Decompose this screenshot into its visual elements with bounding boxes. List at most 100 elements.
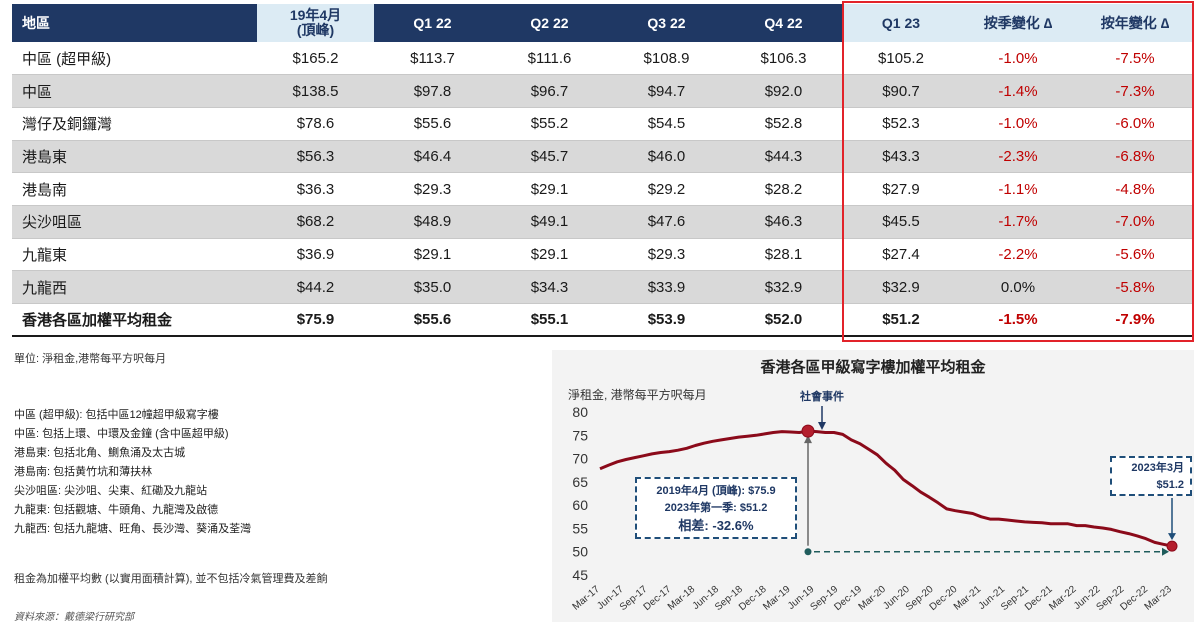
cell-yoy: -6.8% xyxy=(1076,140,1194,174)
series-line xyxy=(599,429,1173,548)
cell-qoq: -1.0% xyxy=(960,42,1076,76)
table-row: 中區 $138.5 $97.8 $96.7 $94.7 $92.0 $90.7 -1.4% -7… xyxy=(12,74,1194,108)
header-qoq: 按季變化 ∆ xyxy=(960,4,1076,42)
cell-qoq: -1.0% xyxy=(960,107,1076,141)
cell-q2-22: $55.2 xyxy=(491,107,608,141)
cell-peak: $138.5 xyxy=(257,74,374,108)
cell-q4-22: $32.9 xyxy=(725,270,842,304)
y-tick-label: 65 xyxy=(572,474,588,490)
cell-q3-22: $46.0 xyxy=(608,140,725,174)
cell-q3-22: $108.9 xyxy=(608,42,725,76)
cell-yoy: -4.8% xyxy=(1076,172,1194,206)
definition-desc: : 包括觀塘、牛頭角、九龍灣及啟德 xyxy=(47,504,219,516)
cell-yoy: -6.0% xyxy=(1076,107,1194,141)
cell-region: 灣仔及銅鑼灣 xyxy=(12,107,257,141)
cell-q1-22: $29.3 xyxy=(374,172,491,206)
definition-term: 港島南 xyxy=(14,466,47,478)
y-tick-label: 80 xyxy=(572,404,588,420)
cell-q1-23: $45.5 xyxy=(842,205,960,239)
definition-row: 九龍西: 包括九龍塘、旺角、長沙灣、葵涌及荃灣 xyxy=(14,520,251,539)
peak-annotation-line2: 2023年第一季: $51.2 xyxy=(664,502,768,514)
latest-annotation-line1: 2023年3月 xyxy=(1131,462,1184,474)
cell-qoq: -1.7% xyxy=(960,205,1076,239)
cell-peak: $36.9 xyxy=(257,238,374,272)
cell-q3-22: $33.9 xyxy=(608,270,725,304)
cell-peak: $75.9 xyxy=(257,303,374,338)
cell-q1-23: $105.2 xyxy=(842,42,960,76)
x-tick-label: Mar-18 xyxy=(666,584,698,613)
cell-q4-22: $28.2 xyxy=(725,172,842,206)
cell-q3-22: $53.9 xyxy=(608,303,725,338)
cell-qoq: -2.2% xyxy=(960,238,1076,272)
cell-region: 中區 (超甲級) xyxy=(12,42,257,76)
cell-yoy: -7.3% xyxy=(1076,74,1194,108)
cell-q3-22: $29.3 xyxy=(608,238,725,272)
header-q3-22: Q3 22 xyxy=(608,4,725,42)
cell-region: 港島南 xyxy=(12,172,257,206)
table-row: 九龍西 $44.2 $35.0 $34.3 $33.9 $32.9 $32.9 0.0% -5.… xyxy=(12,270,1194,304)
cell-region: 港島東 xyxy=(12,140,257,174)
cell-q2-22: $96.7 xyxy=(491,74,608,108)
cell-q1-22: $35.0 xyxy=(374,270,491,304)
cell-yoy: -7.9% xyxy=(1076,303,1194,338)
peak-point xyxy=(801,424,815,438)
cell-q4-22: $52.0 xyxy=(725,303,842,338)
region-definitions: 中區 (超甲級): 包括中區12幢超甲級寫字樓 中區: 包括上環、中環及金鐘 (含… xyxy=(14,406,251,539)
definition-desc: : 尖沙咀、尖東、紅磡及九龍站 xyxy=(58,485,208,497)
latest-annotation-box: 2023年3月 $51.2 xyxy=(1110,456,1192,496)
latest-point xyxy=(1166,540,1178,552)
chart-title: 香港各區甲級寫字樓加權平均租金 xyxy=(760,358,986,376)
cell-yoy: -7.0% xyxy=(1076,205,1194,239)
definition-term: 中區 (超甲級) xyxy=(14,409,80,421)
table-row: 港島南 $36.3 $29.3 $29.1 $29.2 $28.2 $27.9 -1.1% -4… xyxy=(12,172,1194,206)
cell-q1-23: $52.3 xyxy=(842,107,960,141)
definition-row: 港島東: 包括北角、鰂魚涌及太古城 xyxy=(14,444,251,463)
cell-peak: $36.3 xyxy=(257,172,374,206)
y-axis-label: 淨租金, 港幣每平方呎每月 xyxy=(568,387,707,402)
cell-q2-22: $45.7 xyxy=(491,140,608,174)
latest-arrow-head xyxy=(1168,533,1176,541)
table-row: 九龍東 $36.9 $29.1 $29.1 $29.3 $28.1 $27.4 -2.2% -5… xyxy=(12,238,1194,272)
rent-table: 地區 19年4月 (頂峰) Q1 22 Q2 22 Q3 22 Q4 22 Q1… xyxy=(12,4,1194,338)
cell-peak: $44.2 xyxy=(257,270,374,304)
definition-term: 港島東 xyxy=(14,447,47,459)
header-yoy: 按年變化 ∆ xyxy=(1076,4,1194,42)
cell-q1-22: $97.8 xyxy=(374,74,491,108)
gap-arrow-top xyxy=(804,435,812,444)
cell-peak: $68.2 xyxy=(257,205,374,239)
cell-region: 尖沙咀區 xyxy=(12,205,257,239)
cell-q4-22: $28.1 xyxy=(725,238,842,272)
header-q4-22: Q4 22 xyxy=(725,4,842,42)
cell-q3-22: $29.2 xyxy=(608,172,725,206)
peak-annotation-diff: 相差: -32.6% xyxy=(678,518,754,533)
definition-row: 港島南: 包括黄竹坑和薄扶林 xyxy=(14,463,251,482)
cell-q1-22: $113.7 xyxy=(374,42,491,76)
header-peak: 19年4月 (頂峰) xyxy=(257,4,374,42)
cell-q1-22: $29.1 xyxy=(374,238,491,272)
cell-q2-22: $29.1 xyxy=(491,238,608,272)
definition-row: 中區 (超甲級): 包括中區12幢超甲級寫字樓 xyxy=(14,406,251,425)
definition-term: 九龍東 xyxy=(14,504,47,516)
table-row: 尖沙咀區 $68.2 $48.9 $49.1 $47.6 $46.3 $45.5 -1.7% -… xyxy=(12,205,1194,239)
cell-q2-22: $29.1 xyxy=(491,172,608,206)
cell-q3-22: $47.6 xyxy=(608,205,725,239)
cell-q1-23: $43.3 xyxy=(842,140,960,174)
header-q1-23: Q1 23 xyxy=(842,4,960,42)
cell-q1-23: $27.9 xyxy=(842,172,960,206)
header-q1-22: Q1 22 xyxy=(374,4,491,42)
cell-region: 中區 xyxy=(12,74,257,108)
x-tick-label: Mar-22 xyxy=(1047,584,1079,613)
table-row: 灣仔及銅鑼灣 $78.6 $55.6 $55.2 $54.5 $52.8 $52.3 -1.0… xyxy=(12,107,1194,141)
cell-q4-22: $46.3 xyxy=(725,205,842,239)
header-q2-22: Q2 22 xyxy=(491,4,608,42)
definition-desc: : 包括上環、中環及金鐘 (含中區超甲級) xyxy=(36,428,229,440)
cell-q3-22: $94.7 xyxy=(608,74,725,108)
definition-term: 九龍西 xyxy=(14,523,47,535)
cell-qoq: -1.5% xyxy=(960,303,1076,338)
y-tick-label: 55 xyxy=(572,520,588,536)
cell-q1-22: $55.6 xyxy=(374,303,491,338)
table-row: 港島東 $56.3 $46.4 $45.7 $46.0 $44.3 $43.3 -2.3% -6… xyxy=(12,140,1194,174)
cell-q1-23: $32.9 xyxy=(842,270,960,304)
cell-region: 九龍東 xyxy=(12,238,257,272)
